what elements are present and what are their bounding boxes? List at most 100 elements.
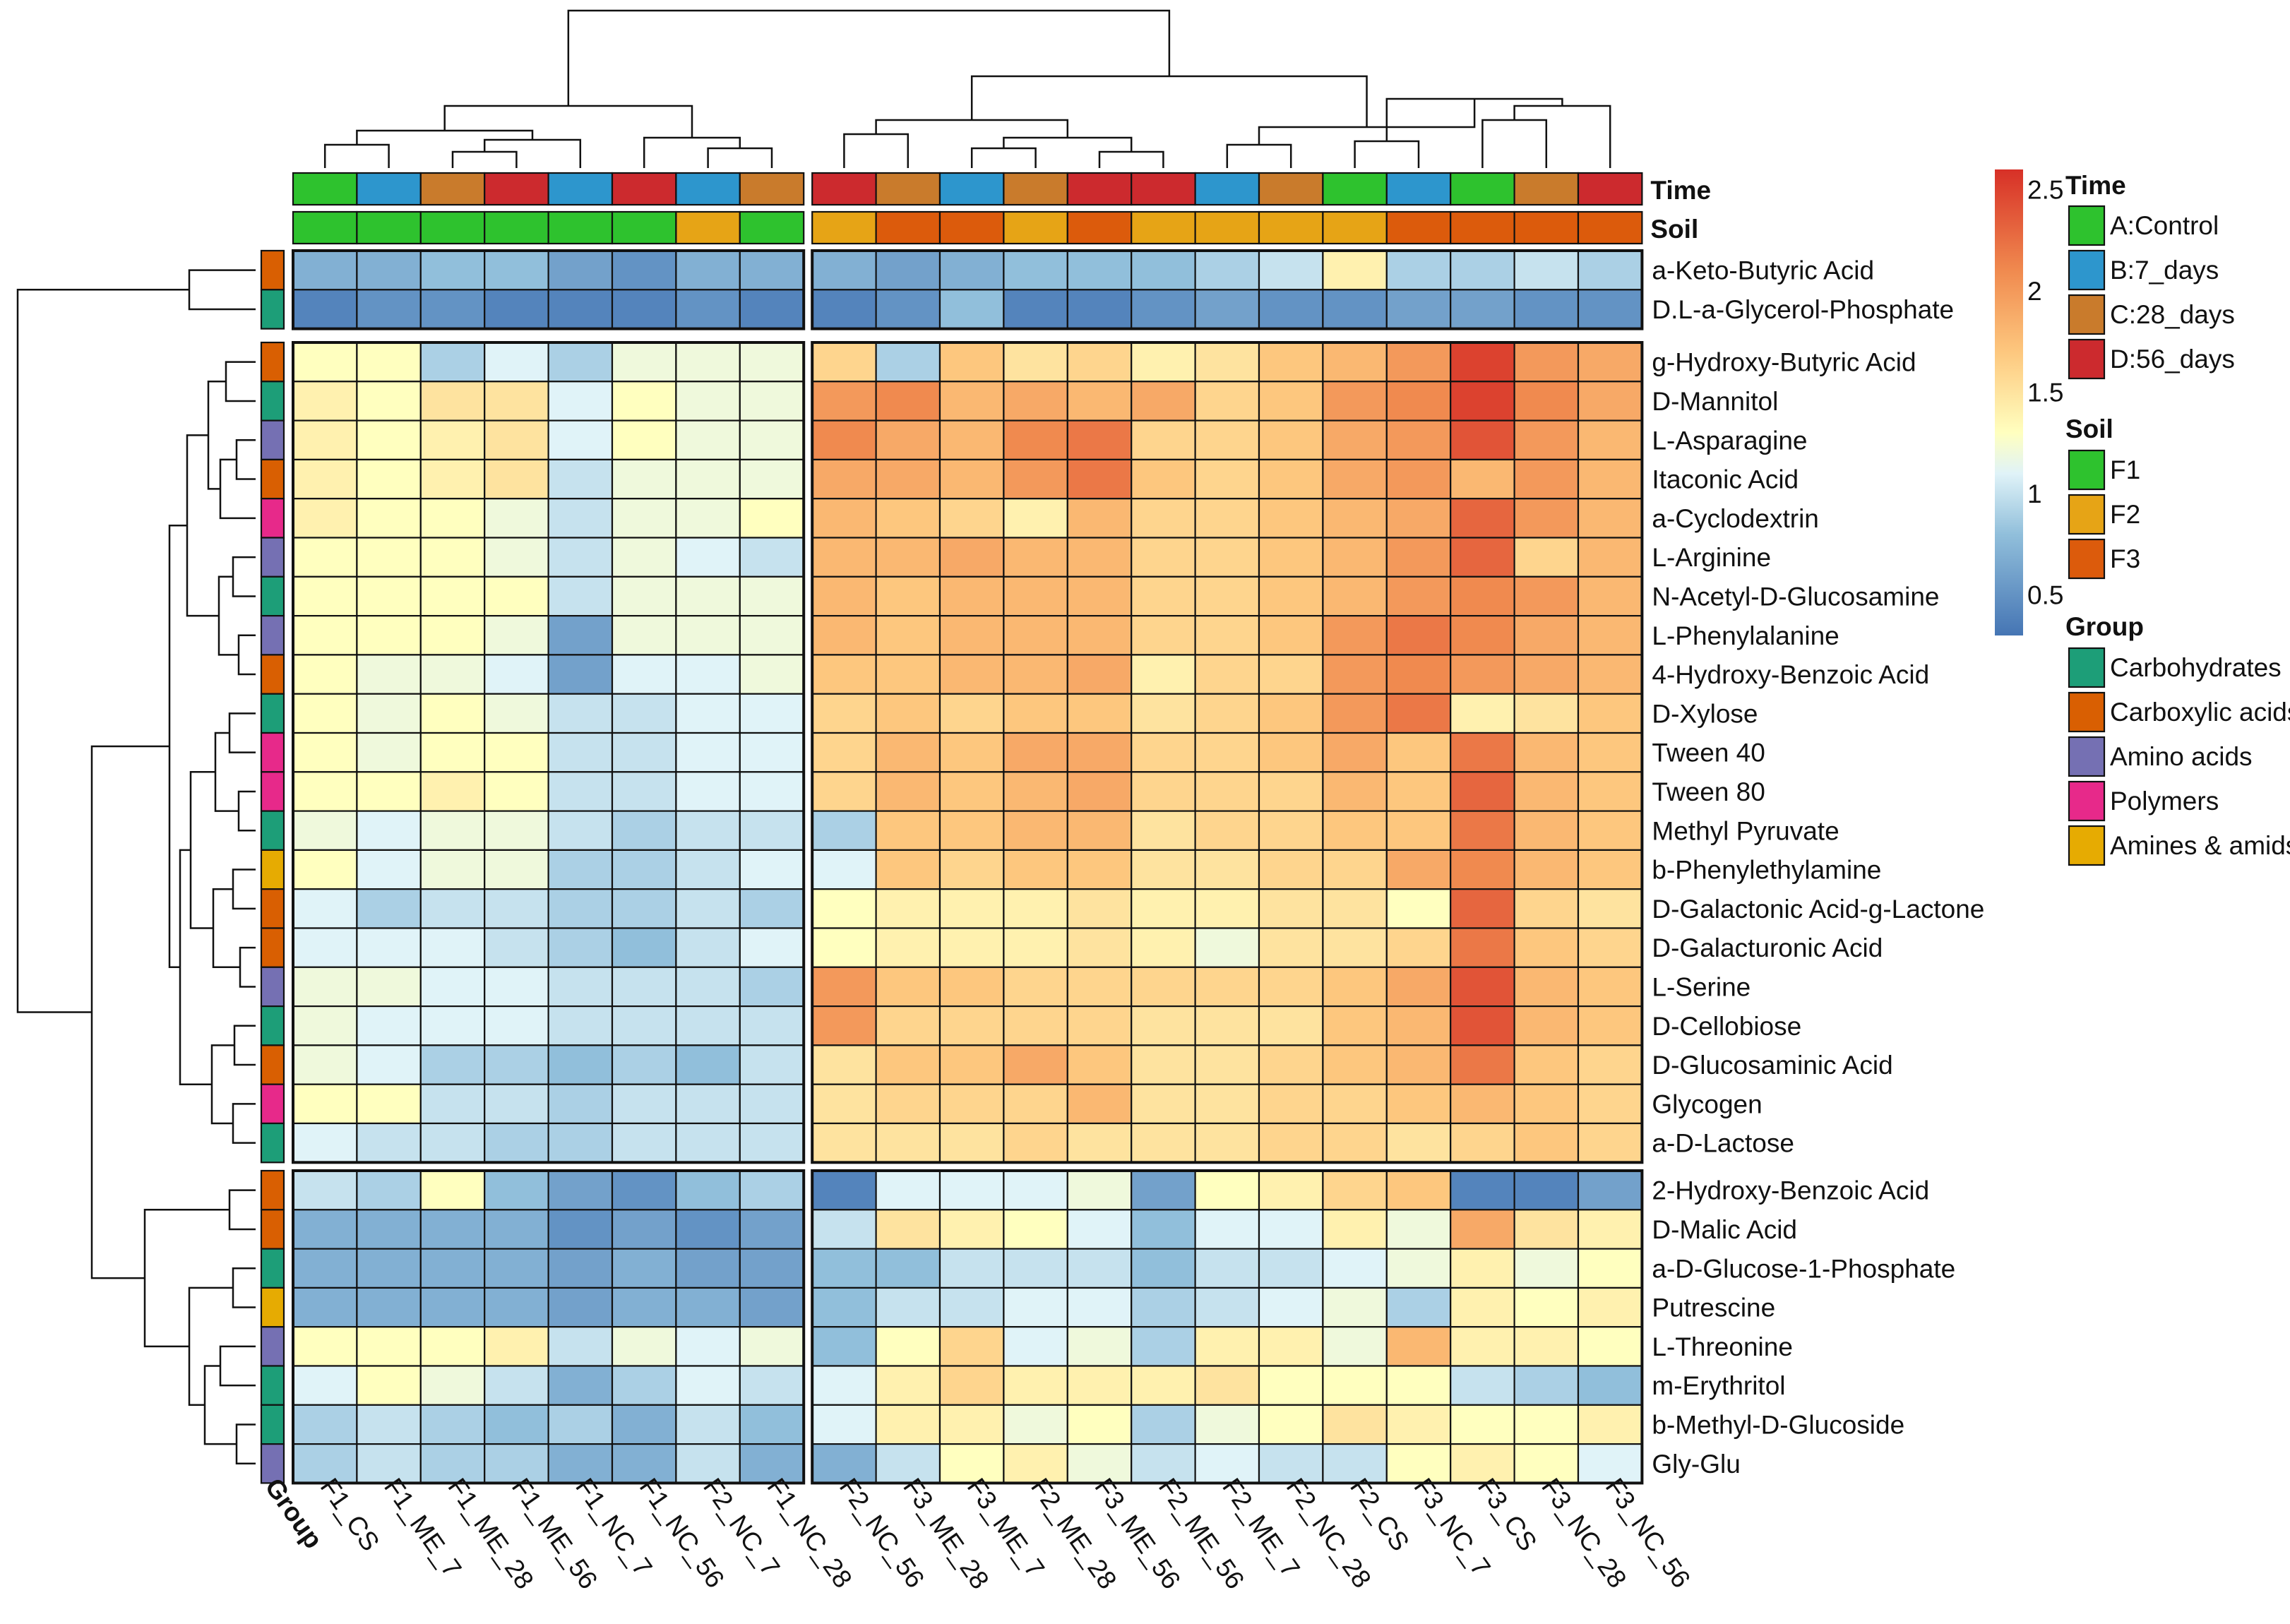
heat-cell	[356, 732, 422, 773]
heat-cell	[484, 1005, 549, 1046]
heat-cell	[292, 458, 358, 500]
heat-cell	[1450, 1286, 1515, 1328]
heat-cell	[739, 732, 805, 773]
heat-cell	[419, 458, 486, 500]
heat-cell	[811, 771, 877, 812]
heat-cell	[1450, 1326, 1515, 1367]
heat-cell	[484, 1326, 549, 1367]
heat-cell	[1450, 1005, 1515, 1046]
dendrogram-branch	[232, 868, 256, 910]
heat-cell	[1577, 614, 1643, 656]
heat-cell	[811, 888, 877, 929]
heat-cell	[1513, 1248, 1580, 1289]
legend-time-swatch	[2068, 249, 2106, 291]
heat-cell	[292, 1169, 358, 1211]
heat-cell	[292, 575, 358, 617]
heat-cell	[1258, 498, 1324, 539]
heat-cell	[292, 732, 358, 773]
heat-cell	[1194, 888, 1260, 929]
heat-cell	[1513, 1005, 1580, 1046]
row-label: D-Xylose	[1652, 699, 1758, 728]
group-annotation-cell	[260, 771, 285, 812]
heat-cell	[292, 1005, 358, 1046]
heat-cell	[675, 537, 741, 578]
heat-cell	[1131, 575, 1196, 617]
heat-cell	[739, 693, 805, 734]
heat-cell	[611, 1083, 677, 1125]
heat-cell	[1066, 1083, 1133, 1125]
heat-cell	[1131, 1286, 1196, 1328]
heat-cell	[1003, 249, 1068, 291]
heat-cell	[875, 458, 941, 500]
heat-cell	[1322, 1083, 1388, 1125]
legend-time-label: C:28_days	[2110, 300, 2235, 329]
heat-cell	[1194, 381, 1260, 422]
heat-cell	[938, 1404, 1005, 1445]
heat-cell	[739, 1122, 805, 1164]
heat-cell	[875, 732, 941, 773]
heat-cell	[938, 1443, 1005, 1484]
heat-cell	[419, 419, 486, 460]
heat-cell	[938, 575, 1005, 617]
time-annotation-cell	[1385, 172, 1452, 206]
heat-cell	[419, 575, 486, 617]
heat-cell	[547, 381, 614, 422]
heat-cell	[419, 1248, 486, 1289]
heat-cell	[739, 1083, 805, 1125]
heat-cell	[547, 1122, 614, 1164]
heat-cell	[1577, 927, 1643, 968]
heat-cell	[1194, 810, 1260, 851]
heat-cell	[1131, 1365, 1196, 1406]
heat-cell	[1003, 1083, 1068, 1125]
heat-cell	[1385, 1083, 1452, 1125]
color-scale-tick-label: 2	[2027, 277, 2042, 306]
heat-cell	[1385, 1209, 1452, 1250]
heat-cell	[1577, 1404, 1643, 1445]
time-annotation-cell	[875, 172, 941, 206]
heat-cell	[356, 810, 422, 851]
heat-cell	[1258, 1209, 1324, 1250]
heat-cell	[611, 654, 677, 695]
row-label: 2-Hydroxy-Benzoic Acid	[1652, 1176, 1929, 1205]
heat-cell	[1066, 1443, 1133, 1484]
heat-cell	[811, 1083, 877, 1125]
row-label: b-Phenylethylamine	[1652, 856, 1881, 885]
heat-block-border	[811, 249, 1644, 330]
heat-cell	[1450, 1044, 1515, 1085]
heat-cell	[1131, 888, 1196, 929]
heat-cell	[675, 1083, 741, 1125]
heat-cell	[1066, 614, 1133, 656]
heat-cell	[356, 1404, 422, 1445]
heat-cell	[1450, 249, 1515, 291]
heat-cell	[292, 966, 358, 1008]
heat-cell	[547, 341, 614, 383]
heat-cell	[484, 849, 549, 890]
heat-cell	[938, 1248, 1005, 1289]
heat-cell	[356, 1122, 422, 1164]
group-annotation-cell	[260, 1005, 285, 1046]
heat-cell	[938, 381, 1005, 422]
heat-cell	[484, 1169, 549, 1211]
heat-cell	[1066, 1122, 1133, 1164]
heat-cell	[675, 1005, 741, 1046]
heat-cell	[1258, 1248, 1324, 1289]
heat-cell	[1322, 1005, 1388, 1046]
row-label: Tween 40	[1652, 739, 1765, 768]
soil-annotation-cell	[611, 210, 677, 245]
heat-cell	[811, 381, 877, 422]
heat-cell	[938, 614, 1005, 656]
heat-cell	[1258, 1404, 1324, 1445]
heat-cell	[1066, 1248, 1133, 1289]
heat-cell	[875, 1365, 941, 1406]
heat-cell	[484, 732, 549, 773]
heat-cell	[675, 1286, 741, 1328]
column-label: F2_CS	[1344, 1473, 1415, 1556]
heat-cell	[1066, 249, 1133, 291]
heat-cell	[938, 341, 1005, 383]
heat-cell	[1577, 498, 1643, 539]
heat-cell	[739, 1044, 805, 1085]
heat-cell	[1003, 1122, 1068, 1164]
heat-cell	[1131, 1083, 1196, 1125]
heat-cell	[1194, 927, 1260, 968]
heat-cell	[419, 1286, 486, 1328]
